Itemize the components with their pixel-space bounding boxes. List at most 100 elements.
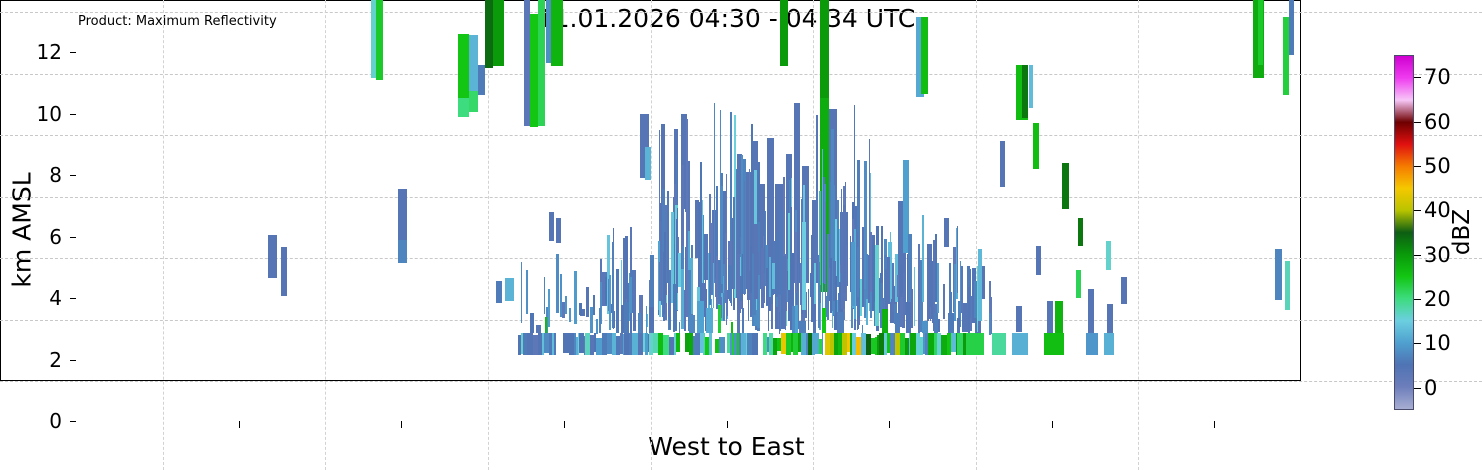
low-level-band-cell [871, 337, 875, 355]
reflectivity-filament [792, 257, 795, 329]
reflectivity-filament [607, 234, 611, 314]
low-level-band-cell [747, 333, 748, 355]
reflectivity-column-segment [469, 90, 478, 113]
reflectivity-filament [981, 265, 985, 300]
y-tick-mark [70, 298, 76, 300]
reflectivity-filament [756, 274, 760, 328]
gridline-vertical [1138, 0, 1140, 470]
reflectivity-filament [823, 184, 826, 284]
reflectivity-filament [815, 114, 818, 284]
reflectivity-column-segment [745, 172, 751, 289]
reflectivity-column-segment [496, 281, 502, 303]
reflectivity-filament [595, 319, 598, 334]
reflectivity-column-segment [268, 235, 277, 279]
colorbar-title: dBZ [1449, 208, 1475, 256]
low-level-band-cell [1044, 333, 1064, 355]
low-level-band-cell [563, 333, 569, 353]
reflectivity-filament [628, 277, 632, 314]
reflectivity-filament [739, 276, 743, 302]
reflectivity-filament [658, 300, 661, 317]
reflectivity-filament [884, 268, 888, 322]
reflectivity-filament [622, 237, 625, 326]
low-level-band-cell [842, 333, 847, 355]
reflectivity-column-segment [780, 0, 788, 67]
low-level-band-cell [922, 321, 928, 334]
low-level-band-cell [697, 300, 704, 334]
reflectivity-column-segment [580, 308, 585, 317]
colorbar [1394, 55, 1414, 410]
low-level-band-cell [957, 318, 960, 334]
low-level-band-cell [966, 333, 984, 355]
reflectivity-filament [700, 161, 703, 311]
low-level-band-cell [527, 333, 533, 355]
low-level-band-cell [808, 333, 812, 355]
reflectivity-filament [880, 282, 884, 328]
low-level-band-cell [612, 333, 616, 355]
reflectivity-column-segment [538, 0, 545, 126]
reflectivity-filament [723, 264, 726, 315]
reflectivity-filament [837, 200, 840, 288]
reflectivity-filament [546, 306, 549, 333]
y-tick-label: 4 [49, 286, 62, 311]
low-level-band-cell [925, 333, 928, 355]
low-level-band-cell [596, 338, 602, 355]
reflectivity-column-segment [505, 278, 514, 302]
low-level-band-cell [882, 308, 888, 334]
low-level-band-cell [552, 333, 554, 355]
low-level-band-cell [679, 322, 680, 334]
low-level-band-cell [674, 333, 676, 355]
reflectivity-column-segment [398, 239, 407, 263]
low-level-band-cell [812, 333, 815, 355]
reflectivity-column-segment [645, 147, 651, 180]
reflectivity-column-segment [737, 153, 742, 292]
colorbar-tick-mark [1414, 387, 1421, 389]
low-level-band-cell [695, 333, 700, 355]
reflectivity-filament [831, 129, 835, 301]
reflectivity-filament [814, 262, 817, 324]
reflectivity-filament [713, 262, 715, 308]
reflectivity-filament [749, 168, 751, 288]
low-level-band-cell [544, 333, 549, 354]
reflectivity-filament [887, 241, 892, 299]
reflectivity-filament [938, 318, 941, 332]
reflectivity-filament [899, 296, 903, 328]
low-level-band-cell [632, 333, 638, 355]
low-level-band-cell [649, 333, 653, 355]
x-tick-mark [889, 421, 891, 428]
reflectivity-filament [728, 265, 733, 299]
reflectivity-filament [525, 270, 528, 315]
reflectivity-filament [932, 240, 935, 306]
reflectivity-column-segment [1033, 122, 1039, 169]
reflectivity-filament [769, 257, 772, 298]
reflectivity-filament [719, 185, 723, 284]
low-level-band-cell [934, 313, 938, 334]
reflectivity-column-segment [760, 184, 765, 289]
low-level-band-cell [815, 333, 819, 355]
low-level-band-cell [746, 333, 747, 355]
reflectivity-filament [625, 236, 629, 321]
reflectivity-filament [747, 271, 752, 301]
reflectivity-filament [632, 269, 636, 331]
y-tick-label: 6 [49, 224, 62, 249]
reflectivity-filament [782, 177, 785, 327]
low-level-band-cell [742, 308, 744, 334]
reflectivity-column-segment [549, 212, 554, 242]
low-level-band-cell [1086, 333, 1098, 355]
reflectivity-filament [869, 172, 872, 312]
low-level-band-cell [648, 334, 649, 352]
reflectivity-column-segment [600, 271, 607, 306]
y-tick-label: 10 [36, 101, 62, 126]
reflectivity-filament [733, 196, 736, 290]
reflectivity-filament [868, 254, 871, 304]
reflectivity-filament [706, 288, 708, 313]
reflectivity-filament [857, 284, 859, 330]
reflectivity-filament [544, 277, 546, 315]
reflectivity-filament [630, 226, 633, 308]
low-level-band-cell [731, 322, 733, 334]
reflectivity-column-segment [1107, 304, 1113, 338]
low-level-band-cell [599, 308, 601, 334]
gridline-horizontal [0, 319, 1482, 321]
reflectivity-filament [646, 313, 649, 328]
reflectivity-filament [750, 123, 753, 310]
